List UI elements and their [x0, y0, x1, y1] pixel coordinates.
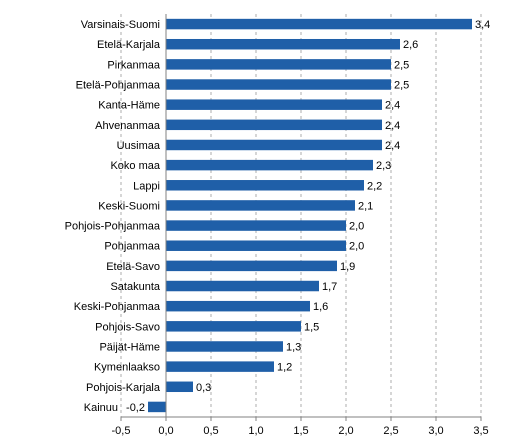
data-labels: 3,42,62,52,52,42,42,42,32,22,12,02,01,91… — [126, 19, 490, 414]
bar — [166, 220, 346, 231]
data-label: 1,3 — [286, 341, 301, 353]
data-label: 1,7 — [322, 281, 337, 293]
data-label: 2,3 — [376, 160, 391, 172]
bar — [166, 300, 310, 312]
data-label: 1,2 — [277, 362, 292, 374]
axes — [120, 14, 482, 421]
x-tick-label: 3,5 — [473, 425, 488, 437]
bar — [166, 99, 382, 110]
category-label: Kainuu — [84, 402, 118, 414]
x-tick-label: 3,0 — [428, 425, 443, 437]
data-label: 3,4 — [475, 19, 490, 31]
category-label: Kanta-Häme — [98, 100, 160, 112]
data-label: 2,2 — [367, 180, 382, 192]
category-label: Keski-Suomi — [98, 200, 160, 212]
data-label: 2,4 — [385, 100, 400, 112]
data-label: 2,0 — [349, 241, 364, 253]
x-tick-label: 2,5 — [383, 425, 398, 437]
category-label: Kymenlaakso — [94, 362, 160, 374]
bar — [148, 401, 166, 413]
category-label: Pohjois-Pohjanmaa — [65, 221, 161, 233]
category-label: Etelä-Savo — [106, 261, 160, 273]
category-label: Koko maa — [110, 160, 160, 172]
x-tick-label: 0,0 — [158, 425, 173, 437]
data-label: 1,9 — [340, 261, 355, 273]
data-label: 1,6 — [313, 301, 328, 313]
bar — [166, 260, 337, 272]
data-label: 2,0 — [349, 221, 364, 233]
bar — [166, 59, 391, 70]
data-label: -0,2 — [126, 402, 145, 414]
bar — [166, 200, 355, 211]
bar — [166, 119, 382, 131]
category-label: Etelä-Karjala — [97, 39, 161, 51]
category-label: Pohjanmaa — [104, 241, 161, 253]
bars — [148, 18, 472, 413]
category-label: Uusimaa — [117, 140, 161, 152]
bar — [166, 361, 274, 372]
category-label: Päijät-Häme — [99, 341, 160, 353]
category-label: Keski-Pohjanmaa — [74, 301, 161, 313]
category-label: Pohjois-Savo — [95, 321, 160, 333]
bar — [166, 180, 364, 191]
category-label: Varsinais-Suomi — [81, 19, 160, 31]
x-tick-label: 0,5 — [203, 425, 218, 437]
category-label: Lappi — [133, 180, 160, 192]
data-label: 2,4 — [385, 140, 400, 152]
category-label: Etelä-Pohjanmaa — [76, 80, 161, 92]
x-tick-labels: -0,5 0,0 0,5 1,0 1,5 2,0 2,5 3,0 3,5 — [112, 425, 489, 437]
data-label: 2,6 — [403, 39, 418, 51]
data-label: 2,5 — [394, 59, 409, 71]
x-tick-label: 1,5 — [293, 425, 308, 437]
category-label: Satakunta — [110, 281, 160, 293]
category-label: Pohjois-Karjala — [86, 382, 161, 394]
data-label: 0,3 — [196, 382, 211, 394]
bar — [166, 280, 319, 292]
bar — [166, 341, 283, 352]
bar — [166, 321, 301, 332]
x-tick-label: -0,5 — [112, 425, 131, 437]
data-label: 2,5 — [394, 80, 409, 92]
category-labels: Varsinais-Suomi Etelä-Karjala Pirkanmaa Ete… — [65, 19, 161, 414]
data-label: 2,1 — [358, 200, 373, 212]
category-label: Ahvenanmaa — [95, 120, 161, 132]
bar — [166, 159, 373, 171]
bar — [166, 139, 382, 151]
x-tick-label: 2,0 — [338, 425, 353, 437]
x-tick-label: 1,0 — [248, 425, 263, 437]
data-label: 2,4 — [385, 120, 400, 132]
bar — [166, 79, 391, 90]
bar — [166, 381, 193, 393]
bar — [166, 18, 472, 30]
data-label: 1,5 — [304, 321, 319, 333]
bar — [166, 240, 346, 251]
grid-lines — [120, 14, 482, 417]
bar — [166, 38, 400, 50]
category-label: Pirkanmaa — [107, 59, 160, 71]
